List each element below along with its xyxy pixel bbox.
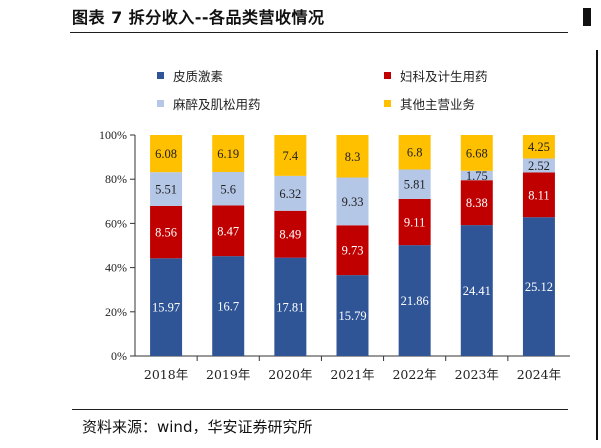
figure-title: 图表 7 拆分收入--各品类营收情况 xyxy=(72,8,325,27)
legend-swatch xyxy=(384,72,391,79)
legend-swatch xyxy=(157,100,164,107)
bar-segment xyxy=(522,172,555,218)
x-tick-label: 2020年 xyxy=(268,367,312,382)
adjacent-page-edge xyxy=(596,50,598,440)
data-label: 8.56 xyxy=(155,226,177,240)
data-label: 8.47 xyxy=(217,224,239,238)
bar-segment xyxy=(336,225,369,276)
bar-segment xyxy=(522,217,555,356)
bar-segment xyxy=(274,210,307,258)
legend-label: 妇科及计生用药 xyxy=(400,69,488,84)
bar-segment xyxy=(398,135,431,170)
legend-label: 其他主营业务 xyxy=(400,97,476,112)
data-label: 8.3 xyxy=(345,150,361,164)
legend-swatch xyxy=(157,72,164,79)
bar-segment xyxy=(522,158,555,173)
bar-segment xyxy=(460,135,493,171)
legend-item-corticosteroids: 皮质激素 xyxy=(157,66,223,85)
bar-segment xyxy=(460,225,493,356)
title-divider xyxy=(70,32,568,33)
y-tick-label: 60% xyxy=(105,216,127,230)
source-note: 资料来源：wind，华安证券研究所 xyxy=(82,418,313,436)
data-label: 15.97 xyxy=(152,301,180,315)
data-label: 6.8 xyxy=(407,146,423,160)
bar-segment xyxy=(522,135,555,159)
data-label: 5.51 xyxy=(155,183,177,197)
bar-segment xyxy=(460,180,493,226)
bar-segment xyxy=(336,177,369,226)
x-tick-label: 2022年 xyxy=(392,367,436,382)
x-tick-label: 2023年 xyxy=(455,367,499,382)
adjacent-page-mark xyxy=(583,8,591,26)
data-label: 16.7 xyxy=(217,300,239,314)
source-divider xyxy=(72,409,568,410)
y-tick-label: 20% xyxy=(105,305,127,319)
bar-segment xyxy=(274,135,307,176)
data-label: 8.49 xyxy=(279,228,301,242)
legend-item-anesthesia: 麻醉及肌松用药 xyxy=(157,94,261,113)
bar-segment xyxy=(336,135,369,178)
bar-segment xyxy=(398,169,431,199)
data-label: 21.86 xyxy=(401,294,429,308)
data-label: 9.11 xyxy=(404,216,425,230)
data-label: 6.19 xyxy=(217,147,239,161)
x-tick-label: 2019年 xyxy=(206,367,250,382)
data-label: 6.68 xyxy=(466,146,488,160)
bar-segment xyxy=(150,205,183,259)
bar-segment xyxy=(274,257,307,356)
legend-label: 麻醉及肌松用药 xyxy=(173,97,261,112)
bar-segment xyxy=(212,172,245,206)
x-tick-label: 2021年 xyxy=(330,367,374,382)
bar-segment xyxy=(212,135,245,173)
data-label: 6.32 xyxy=(279,187,301,201)
data-label: 9.73 xyxy=(342,244,364,258)
data-label: 8.38 xyxy=(466,196,488,210)
bar-segment xyxy=(274,175,307,211)
data-label: 4.25 xyxy=(528,140,550,154)
legend-item-gynecology: 妇科及计生用药 xyxy=(384,66,488,85)
y-tick-label: 80% xyxy=(105,172,127,186)
data-label: 9.33 xyxy=(342,195,364,209)
x-tick-label: 2024年 xyxy=(517,367,561,382)
bar-segment xyxy=(150,135,183,173)
bar-segment xyxy=(212,205,245,257)
x-tick-label: 2018年 xyxy=(144,367,188,382)
data-label: 1.75 xyxy=(466,169,488,183)
data-label: 2.52 xyxy=(528,159,550,173)
data-label: 5.6 xyxy=(220,182,236,196)
bar-segment xyxy=(460,170,493,181)
legend-item-other: 其他主营业务 xyxy=(384,94,475,113)
data-label: 5.81 xyxy=(404,178,426,192)
legend-swatch xyxy=(384,100,391,107)
bar-segment xyxy=(336,275,369,356)
y-tick-label: 40% xyxy=(105,261,127,275)
data-label: 17.81 xyxy=(276,300,304,314)
data-label: 7.4 xyxy=(283,149,299,163)
bar-segment xyxy=(150,172,183,206)
data-label: 24.41 xyxy=(463,284,491,298)
data-label: 8.11 xyxy=(528,188,549,202)
bar-segment xyxy=(150,258,183,356)
data-label: 6.08 xyxy=(155,147,177,161)
chart-legend: 皮质激素 妇科及计生用药 麻醉及肌松用药 其他主营业务 xyxy=(0,0,601,120)
bar-segment xyxy=(212,256,245,356)
y-tick-label: 0% xyxy=(111,349,127,363)
data-label: 25.12 xyxy=(525,280,553,294)
y-tick-label: 100% xyxy=(99,128,127,142)
data-label: 15.79 xyxy=(338,309,366,323)
bar-segment xyxy=(398,245,431,356)
bar-segment xyxy=(398,198,431,246)
legend-label: 皮质激素 xyxy=(173,69,224,84)
